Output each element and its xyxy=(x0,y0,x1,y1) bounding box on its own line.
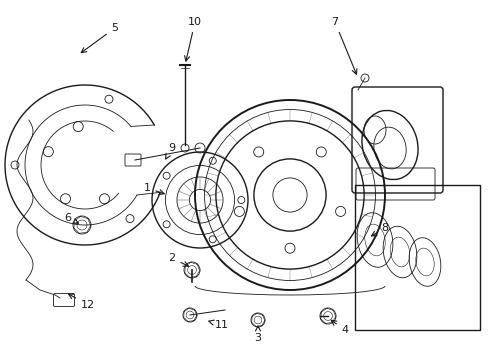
Text: 4: 4 xyxy=(331,320,348,335)
Text: 11: 11 xyxy=(209,320,229,330)
Bar xyxy=(355,185,480,330)
Text: 10: 10 xyxy=(185,17,202,61)
Text: 1: 1 xyxy=(144,183,164,194)
Text: 6: 6 xyxy=(65,213,78,223)
Text: 8: 8 xyxy=(371,223,389,236)
Text: 5: 5 xyxy=(81,23,119,53)
Text: 3: 3 xyxy=(254,326,262,343)
Text: 9: 9 xyxy=(166,143,175,159)
Text: 2: 2 xyxy=(169,253,188,266)
Text: 12: 12 xyxy=(69,294,95,310)
Text: 7: 7 xyxy=(331,17,357,74)
